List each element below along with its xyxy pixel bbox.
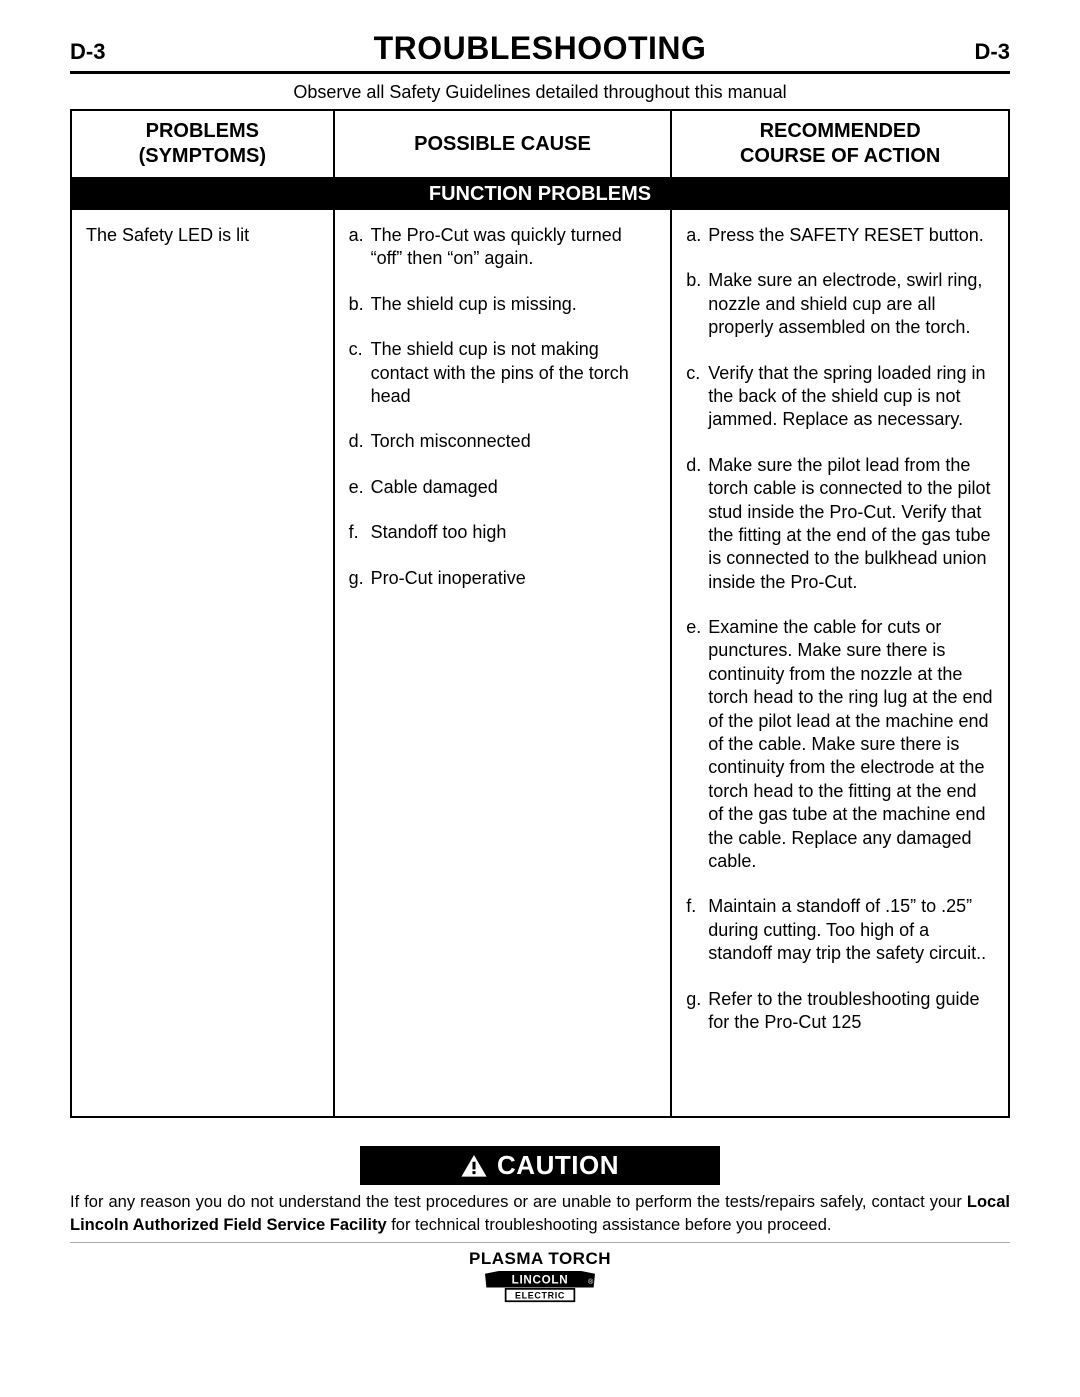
cause-text: Cable damaged <box>371 476 659 499</box>
action-text: Refer to the troubleshooting guide for t… <box>708 988 996 1035</box>
cause-text: The Pro-Cut was quickly turned “off” the… <box>371 224 659 271</box>
action-text: Maintain a standoff of .15” to .25” duri… <box>708 895 996 965</box>
page-title: TROUBLESHOOTING <box>374 30 707 67</box>
item-letter: g. <box>686 988 708 1035</box>
item-letter: g. <box>349 567 371 590</box>
item-letter: e. <box>349 476 371 499</box>
action-item: d.Make sure the pilot lead from the torc… <box>686 454 996 594</box>
cause-text: The shield cup is missing. <box>371 293 659 316</box>
item-letter: c. <box>686 362 708 432</box>
page: D-3 TROUBLESHOOTING D-3 Observe all Safe… <box>0 0 1080 1397</box>
item-letter: d. <box>686 454 708 594</box>
action-text: Make sure the pilot lead from the torch … <box>708 454 996 594</box>
item-letter: b. <box>686 269 708 339</box>
table-header-row: PROBLEMS(SYMPTOMS) POSSIBLE CAUSE RECOMM… <box>71 110 1009 178</box>
table-row: The Safety LED is lit a.The Pro-Cut was … <box>71 210 1009 1117</box>
action-text: Make sure an electrode, swirl ring, nozz… <box>708 269 996 339</box>
caution-text: If for any reason you do not understand … <box>70 1191 1010 1243</box>
cause-list: a.The Pro-Cut was quickly turned “off” t… <box>349 224 659 590</box>
cause-item: a.The Pro-Cut was quickly turned “off” t… <box>349 224 659 271</box>
footer-product: PLASMA TORCH <box>70 1249 1010 1269</box>
col-header-action: RECOMMENDEDCOURSE OF ACTION <box>671 110 1009 178</box>
cause-text: Standoff too high <box>371 521 659 544</box>
caution-bar: CAUTION <box>360 1146 720 1185</box>
cause-text: Torch misconnected <box>371 430 659 453</box>
action-text: Verify that the spring loaded ring in th… <box>708 362 996 432</box>
brand-bottom: ELECTRIC <box>515 1290 565 1300</box>
item-letter: f. <box>349 521 371 544</box>
reg-mark: ® <box>588 1278 593 1286</box>
item-letter: b. <box>349 293 371 316</box>
action-item: c.Verify that the spring loaded ring in … <box>686 362 996 432</box>
col-header-problems: PROBLEMS(SYMPTOMS) <box>71 110 334 178</box>
cause-text: The shield cup is not making contact wit… <box>371 338 659 408</box>
item-letter: d. <box>349 430 371 453</box>
brand-logo: LINCOLN ® ELECTRIC <box>70 1271 1010 1304</box>
item-letter: c. <box>349 338 371 408</box>
page-code-left: D-3 <box>70 39 105 65</box>
action-item: g.Refer to the troubleshooting guide for… <box>686 988 996 1035</box>
troubleshooting-table: PROBLEMS(SYMPTOMS) POSSIBLE CAUSE RECOMM… <box>70 109 1010 1118</box>
cause-item: e.Cable damaged <box>349 476 659 499</box>
brand-top: LINCOLN <box>512 1273 569 1286</box>
cause-item: f.Standoff too high <box>349 521 659 544</box>
page-code-right: D-3 <box>975 39 1010 65</box>
action-item: b.Make sure an electrode, swirl ring, no… <box>686 269 996 339</box>
action-text: Examine the cable for cuts or punctures.… <box>708 616 996 873</box>
item-letter: a. <box>686 224 708 247</box>
action-text: Press the SAFETY RESET button. <box>708 224 996 247</box>
caution-text-suffix: for technical troubleshooting assistance… <box>387 1216 832 1234</box>
cause-item: b.The shield cup is missing. <box>349 293 659 316</box>
caution-text-prefix: If for any reason you do not understand … <box>70 1193 967 1211</box>
problem-cell: The Safety LED is lit <box>71 210 334 1117</box>
section-row: FUNCTION PROBLEMS <box>71 178 1009 210</box>
problem-text: The Safety LED is lit <box>86 225 249 245</box>
cause-text: Pro-Cut inoperative <box>371 567 659 590</box>
item-letter: e. <box>686 616 708 873</box>
warning-icon <box>461 1155 487 1177</box>
action-item: f.Maintain a standoff of .15” to .25” du… <box>686 895 996 965</box>
safety-guideline-note: Observe all Safety Guidelines detailed t… <box>70 74 1010 109</box>
section-title: FUNCTION PROBLEMS <box>71 178 1009 210</box>
col-header-cause: POSSIBLE CAUSE <box>334 110 672 178</box>
caution-label: CAUTION <box>497 1150 619 1181</box>
action-item: a.Press the SAFETY RESET button. <box>686 224 996 247</box>
action-list: a.Press the SAFETY RESET button.b.Make s… <box>686 224 996 1034</box>
cause-item: d.Torch misconnected <box>349 430 659 453</box>
cause-cell: a.The Pro-Cut was quickly turned “off” t… <box>334 210 672 1117</box>
item-letter: a. <box>349 224 371 271</box>
item-letter: f. <box>686 895 708 965</box>
action-cell: a.Press the SAFETY RESET button.b.Make s… <box>671 210 1009 1117</box>
cause-item: c.The shield cup is not making contact w… <box>349 338 659 408</box>
action-item: e.Examine the cable for cuts or puncture… <box>686 616 996 873</box>
page-header: D-3 TROUBLESHOOTING D-3 <box>70 30 1010 74</box>
cause-item: g.Pro-Cut inoperative <box>349 567 659 590</box>
